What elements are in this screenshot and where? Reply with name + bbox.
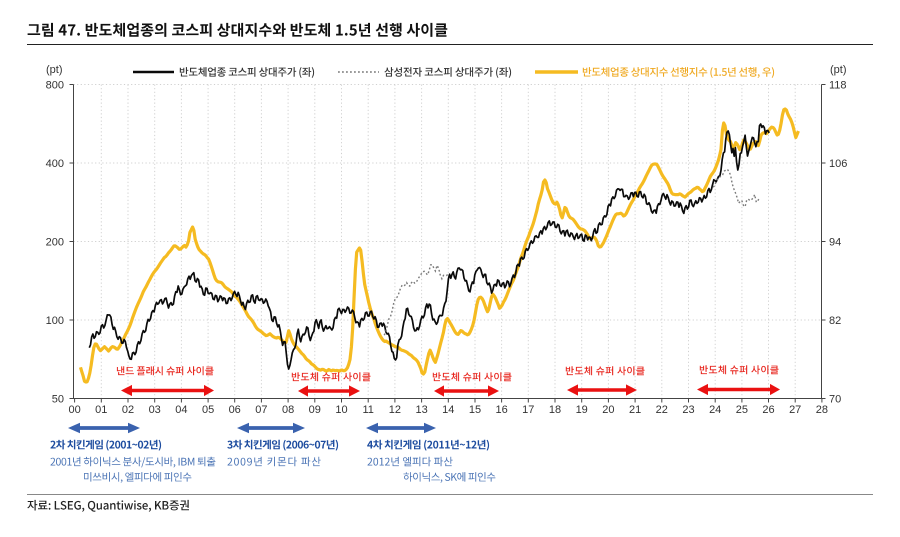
svg-text:14: 14	[442, 404, 454, 416]
svg-text:400: 400	[46, 158, 64, 170]
svg-text:02: 02	[122, 404, 134, 416]
svg-text:05: 05	[202, 404, 214, 416]
svg-text:09: 09	[309, 404, 321, 416]
svg-text:04: 04	[175, 404, 187, 416]
svg-text:15: 15	[469, 404, 481, 416]
svg-text:13: 13	[415, 404, 427, 416]
svg-text:(pt): (pt)	[830, 64, 847, 76]
svg-text:18: 18	[549, 404, 561, 416]
svg-text:11: 11	[362, 404, 373, 416]
svg-text:23: 23	[682, 404, 694, 416]
svg-text:100: 100	[46, 315, 64, 327]
svg-text:22: 22	[656, 404, 668, 416]
svg-text:21: 21	[629, 404, 641, 416]
svg-text:(pt): (pt)	[46, 64, 63, 76]
svg-text:25: 25	[736, 404, 748, 416]
svg-text:07: 07	[255, 404, 267, 416]
svg-text:10: 10	[335, 404, 347, 416]
svg-text:70: 70	[829, 394, 841, 406]
svg-text:28: 28	[816, 404, 828, 416]
svg-text:06: 06	[229, 404, 241, 416]
svg-text:19: 19	[576, 404, 588, 416]
svg-text:20: 20	[602, 404, 614, 416]
svg-text:26: 26	[762, 404, 774, 416]
svg-text:82: 82	[829, 315, 841, 327]
svg-text:00: 00	[68, 404, 80, 416]
svg-text:01: 01	[95, 404, 107, 416]
svg-text:12: 12	[389, 404, 401, 416]
svg-text:800: 800	[46, 80, 64, 92]
svg-text:94: 94	[829, 237, 841, 249]
svg-text:118: 118	[829, 80, 847, 92]
svg-text:17: 17	[522, 404, 534, 416]
svg-text:106: 106	[829, 158, 847, 170]
svg-text:03: 03	[149, 404, 161, 416]
svg-text:24: 24	[709, 404, 721, 416]
svg-text:200: 200	[46, 237, 64, 249]
svg-text:08: 08	[282, 404, 294, 416]
svg-text:27: 27	[789, 404, 801, 416]
svg-text:16: 16	[495, 404, 507, 416]
svg-text:50: 50	[52, 394, 64, 406]
